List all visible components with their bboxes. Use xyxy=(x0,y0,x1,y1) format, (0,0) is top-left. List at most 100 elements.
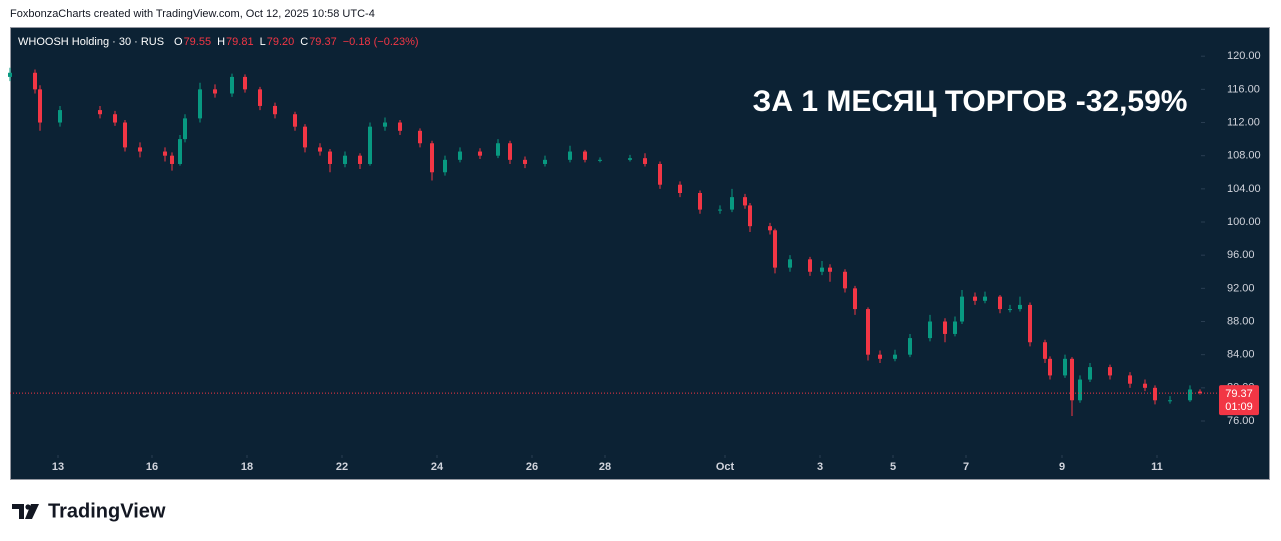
candle-body xyxy=(1008,309,1012,311)
candle-body xyxy=(1048,358,1052,376)
candle-body xyxy=(163,151,167,156)
candle-body xyxy=(960,296,964,322)
candle-body xyxy=(478,151,482,156)
candle-body xyxy=(820,267,824,272)
candle-body xyxy=(1108,367,1112,376)
candle-body xyxy=(628,158,632,160)
candle-body xyxy=(1188,389,1192,401)
legend-value: 79.55 xyxy=(184,36,212,48)
y-tick-label: 88.00 xyxy=(1227,315,1255,327)
legend-value: 79.37 xyxy=(309,36,337,48)
y-tick-label: 112.00 xyxy=(1227,116,1260,128)
candle-body xyxy=(730,197,734,210)
y-tick-label: 96.00 xyxy=(1227,249,1255,261)
candle-body xyxy=(843,271,847,289)
candle-body xyxy=(443,159,447,173)
x-tick-label: 26 xyxy=(526,461,538,473)
candle-body xyxy=(643,158,647,164)
candle-body xyxy=(33,72,37,90)
y-tick-label: 92.00 xyxy=(1227,282,1255,294)
plot-area: 76.0080.0084.0088.0092.0096.00100.00104.… xyxy=(8,50,1261,473)
candle-body xyxy=(170,155,174,164)
annotation: ЗА 1 МЕСЯЦ ТОРГОВ -32,59% xyxy=(753,85,1188,118)
candle-body xyxy=(458,151,462,160)
candle-body xyxy=(953,321,957,334)
candle-body xyxy=(430,143,434,173)
logo-shape xyxy=(12,504,24,519)
candle-body xyxy=(866,309,870,355)
brand-logo xyxy=(12,504,39,519)
legend-value: 79.20 xyxy=(267,36,295,48)
candle-body xyxy=(508,143,512,160)
candle-body xyxy=(303,126,307,148)
candle-body xyxy=(1063,358,1067,376)
candle-body xyxy=(853,288,857,310)
candle-body xyxy=(1168,400,1172,402)
candle-body xyxy=(1128,375,1132,384)
candle-body xyxy=(1198,391,1202,394)
candle-body xyxy=(1018,304,1022,310)
candle-body xyxy=(213,89,217,94)
y-tick-label: 100.00 xyxy=(1227,216,1261,228)
candle-body xyxy=(258,89,262,106)
candle-body xyxy=(38,89,42,123)
countdown-label: 01:09 xyxy=(1225,401,1253,413)
x-tick-label: 24 xyxy=(431,461,444,473)
candle-body xyxy=(543,159,547,164)
chart-panel xyxy=(10,27,1270,480)
candle-body xyxy=(243,76,247,90)
candle-body xyxy=(343,155,347,164)
candle-body xyxy=(418,130,422,144)
candle-body xyxy=(113,114,117,123)
candle-body xyxy=(1078,379,1082,401)
x-tick-label: Oct xyxy=(716,461,735,473)
candle-body xyxy=(8,72,12,77)
last-price-box xyxy=(1219,385,1259,416)
candle-body xyxy=(743,197,747,206)
symbol-legend: WHOOSH Holding · 30 · RUS xyxy=(18,36,164,48)
y-tick-label: 108.00 xyxy=(1227,150,1261,162)
y-tick-label: 84.00 xyxy=(1227,349,1255,361)
x-tick-label: 9 xyxy=(1059,461,1065,473)
candle-body xyxy=(983,296,987,301)
candle-body xyxy=(598,159,602,161)
x-tick-label: 22 xyxy=(336,461,348,473)
candle-body xyxy=(368,126,372,164)
candle-body xyxy=(583,151,587,160)
candle-body xyxy=(1153,387,1157,401)
candle-body xyxy=(943,321,947,334)
legend-key: O xyxy=(174,36,183,48)
y-tick-label: 120.00 xyxy=(1227,50,1261,62)
candle-body xyxy=(773,230,777,268)
y-tick-label: 116.00 xyxy=(1227,83,1260,95)
candle-body xyxy=(198,89,202,119)
x-tick-label: 13 xyxy=(52,461,64,473)
candle-body xyxy=(178,139,182,164)
candle-body xyxy=(183,118,187,140)
candle-body xyxy=(398,122,402,131)
candle-body xyxy=(768,226,772,231)
logo-shape xyxy=(25,504,39,519)
x-tick-label: 18 xyxy=(241,461,253,473)
legend-change: −0.18 (−0.23%) xyxy=(343,36,419,48)
brand-name: TradingView xyxy=(48,500,166,522)
candle-body xyxy=(293,114,297,127)
ohlc-legend: O 79.55 H 79.81 L 79.20 C 79.37 −0.18 (−0.23%) xyxy=(174,36,419,48)
candle-body xyxy=(523,159,527,164)
candle-body xyxy=(928,321,932,339)
candle-body xyxy=(383,122,387,127)
candle-body xyxy=(718,209,722,211)
candle-body xyxy=(98,110,102,115)
candle-body xyxy=(678,184,682,193)
legend-key: L xyxy=(260,36,266,48)
candle-body xyxy=(658,163,662,185)
candle-body xyxy=(1088,367,1092,380)
candle-body xyxy=(893,354,897,359)
y-tick-label: 104.00 xyxy=(1227,183,1261,195)
candle-body xyxy=(748,205,752,227)
candle-body xyxy=(828,267,832,272)
candle-body xyxy=(1070,358,1074,401)
candle-body xyxy=(273,105,277,115)
candle-body xyxy=(908,338,912,355)
